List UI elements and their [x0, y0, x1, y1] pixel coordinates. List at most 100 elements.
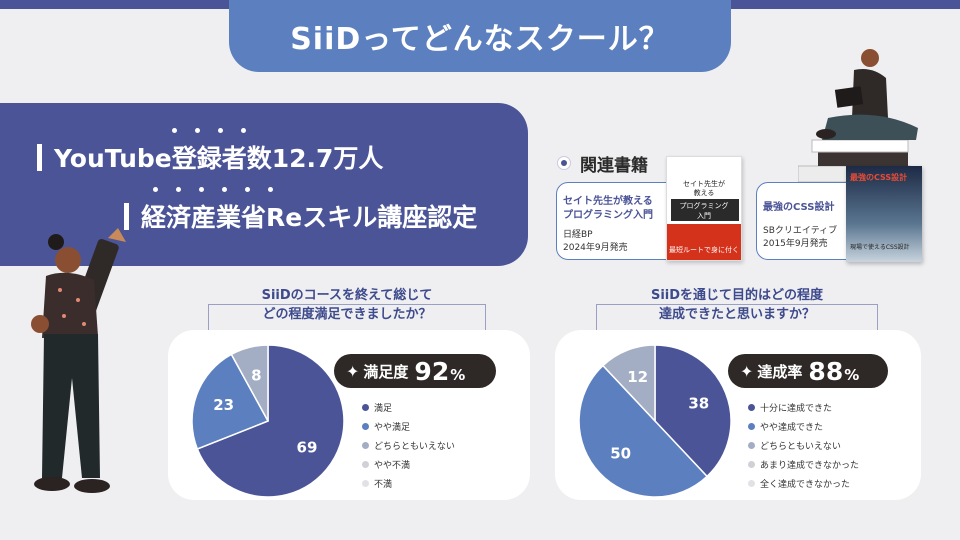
- book-cover[interactable]: セイト先生が 教える プログラミング 入門 最短ルートで身に付く: [666, 156, 742, 261]
- satisfaction-pie-chart: 69 23 8: [191, 344, 345, 498]
- question-bracket: [596, 304, 878, 334]
- legend-label: どちらともいえない: [760, 442, 841, 452]
- stat-bar: [37, 143, 42, 171]
- legend-item: どちらともいえない: [748, 436, 859, 455]
- legend-item: 十分に達成できた: [748, 398, 859, 417]
- legend-item: やや満足: [362, 417, 455, 436]
- legend-item: やや達成できた: [748, 417, 859, 436]
- pencil-tip-icon: [108, 228, 126, 242]
- stat-text: 経済産業省Reスキル講座認定: [141, 203, 478, 232]
- legend-item: あまり達成できなかった: [748, 455, 859, 474]
- score-number: 88: [808, 356, 844, 386]
- legend-item: 満足: [362, 398, 455, 417]
- cover-title: 最強のCSS設計: [850, 173, 908, 182]
- cover-title: セイト先生が: [683, 180, 725, 188]
- pie-value-label: 23: [213, 396, 234, 414]
- cover-band: [671, 199, 739, 221]
- legend-swatch: [748, 442, 755, 449]
- pie-value-label: 50: [610, 444, 631, 462]
- legend-swatch: [748, 461, 755, 468]
- legend-label: やや不満: [374, 461, 411, 471]
- person-with-pencil-illustration: [31, 228, 126, 493]
- legend-item: 全く達成できなかった: [748, 474, 859, 493]
- legend-swatch: [362, 480, 369, 487]
- pie-slice: [196, 344, 345, 498]
- book-title-line: セイト先生が教える: [563, 196, 653, 207]
- question-line: 達成できたと思いますか？: [658, 307, 815, 322]
- legend-item: 不満: [362, 474, 455, 493]
- legend-label: 不満: [374, 480, 393, 490]
- cover-title: 教える: [693, 189, 715, 197]
- question-line: SiiDを通じて目的はどの程度: [650, 288, 824, 303]
- book-title: 最強のCSS設計: [763, 202, 835, 213]
- cover-red-band: [667, 224, 741, 260]
- achievement-score: ✦ 達成率 88%: [728, 354, 888, 388]
- legend-label: やや満足: [374, 423, 411, 433]
- stat-text: YouTube登録者数12.7万人: [54, 144, 384, 173]
- legend-swatch: [362, 461, 369, 468]
- question-bracket: [208, 304, 486, 334]
- bullet-icon: [557, 156, 571, 170]
- stat-youtube: YouTube登録者数12.7万人: [37, 139, 383, 175]
- book-cover[interactable]: 最強のCSS設計 現場で使えるCSS設計: [846, 166, 922, 262]
- title-banner: SiiDってどんなスクール？: [229, 0, 731, 72]
- legend-swatch: [362, 423, 369, 430]
- score-label: 達成率: [757, 362, 803, 381]
- pie-value-label: 38: [688, 395, 709, 413]
- cover-bottom-text: 最短ルートで身に付く: [669, 246, 739, 254]
- related-books-title: 関連書籍: [580, 156, 648, 176]
- pie-slice: [601, 344, 656, 423]
- pie-value-label: 8: [251, 366, 261, 384]
- legend-label: 満足: [374, 404, 393, 414]
- pie-slice: [191, 353, 270, 450]
- legend-label: やや達成できた: [760, 423, 824, 433]
- legend-label: あまり達成できなかった: [760, 461, 860, 471]
- legend-swatch: [362, 404, 369, 411]
- legend-swatch: [748, 404, 755, 411]
- book-title-line: プログラミング入門: [563, 210, 653, 221]
- sparkle-icon: ✦: [346, 361, 360, 381]
- book-publisher: 日経BP: [563, 230, 593, 240]
- legend-swatch: [362, 442, 369, 449]
- score-label: 満足度: [363, 362, 409, 381]
- score-value: 92%: [414, 357, 465, 386]
- cover-band-text: プログラミング: [679, 202, 729, 210]
- book-date: 2024年9月発売: [563, 243, 628, 253]
- cover-band-text: 入門: [697, 212, 711, 220]
- pie-value-label: 12: [627, 368, 648, 386]
- emphasis-dots: [153, 187, 273, 192]
- legend-label: どちらともいえない: [374, 442, 455, 452]
- sparkle-icon: ✦: [740, 361, 754, 381]
- legend-swatch: [748, 480, 755, 487]
- satisfaction-score: ✦ 満足度 92%: [334, 354, 496, 388]
- chart-legend: 満足やや満足どちらともいえない やや不満不満: [362, 398, 455, 493]
- emphasis-dots: [172, 128, 246, 133]
- achievement-pie-chart: 38 50 12: [578, 344, 732, 498]
- question-line: どの程度満足できましたか？: [262, 307, 432, 322]
- pie-slice: [230, 344, 269, 422]
- score-value: 88%: [808, 357, 859, 386]
- stat-bar: [124, 202, 129, 230]
- stats-panel: [0, 103, 528, 266]
- score-number: 92: [414, 356, 450, 386]
- question-text: SiiDのコースを終えて総じて どの程度満足できましたか？: [208, 286, 486, 324]
- score-unit: %: [844, 365, 860, 384]
- legend-label: 全く達成できなかった: [760, 480, 851, 490]
- page-title: SiiDってどんなスクール？: [290, 22, 670, 57]
- pie-value-label: 69: [297, 438, 318, 456]
- legend-item: やや不満: [362, 455, 455, 474]
- book-icon: [834, 86, 864, 108]
- score-unit: %: [450, 365, 466, 384]
- pie-slice: [654, 344, 732, 478]
- question-line: SiiDのコースを終えて総じて: [261, 288, 433, 303]
- legend-item: どちらともいえない: [362, 436, 455, 455]
- book-publisher: SBクリエイティブ: [763, 226, 838, 236]
- legend-swatch: [748, 423, 755, 430]
- cover-subtitle: 現場で使えるCSS設計: [850, 244, 910, 251]
- pie-slice: [578, 364, 709, 498]
- stat-certification: 経済産業省Reスキル講座認定: [124, 198, 477, 234]
- legend-label: 十分に達成できた: [760, 404, 833, 414]
- book-date: 2015年9月発売: [763, 239, 828, 249]
- question-text: SiiDを通じて目的はどの程度 達成できたと思いますか？: [596, 286, 878, 324]
- chart-legend: 十分に達成できた やや達成できたどちらともいえないあまり達成できなかった 全く達成で…: [748, 398, 859, 493]
